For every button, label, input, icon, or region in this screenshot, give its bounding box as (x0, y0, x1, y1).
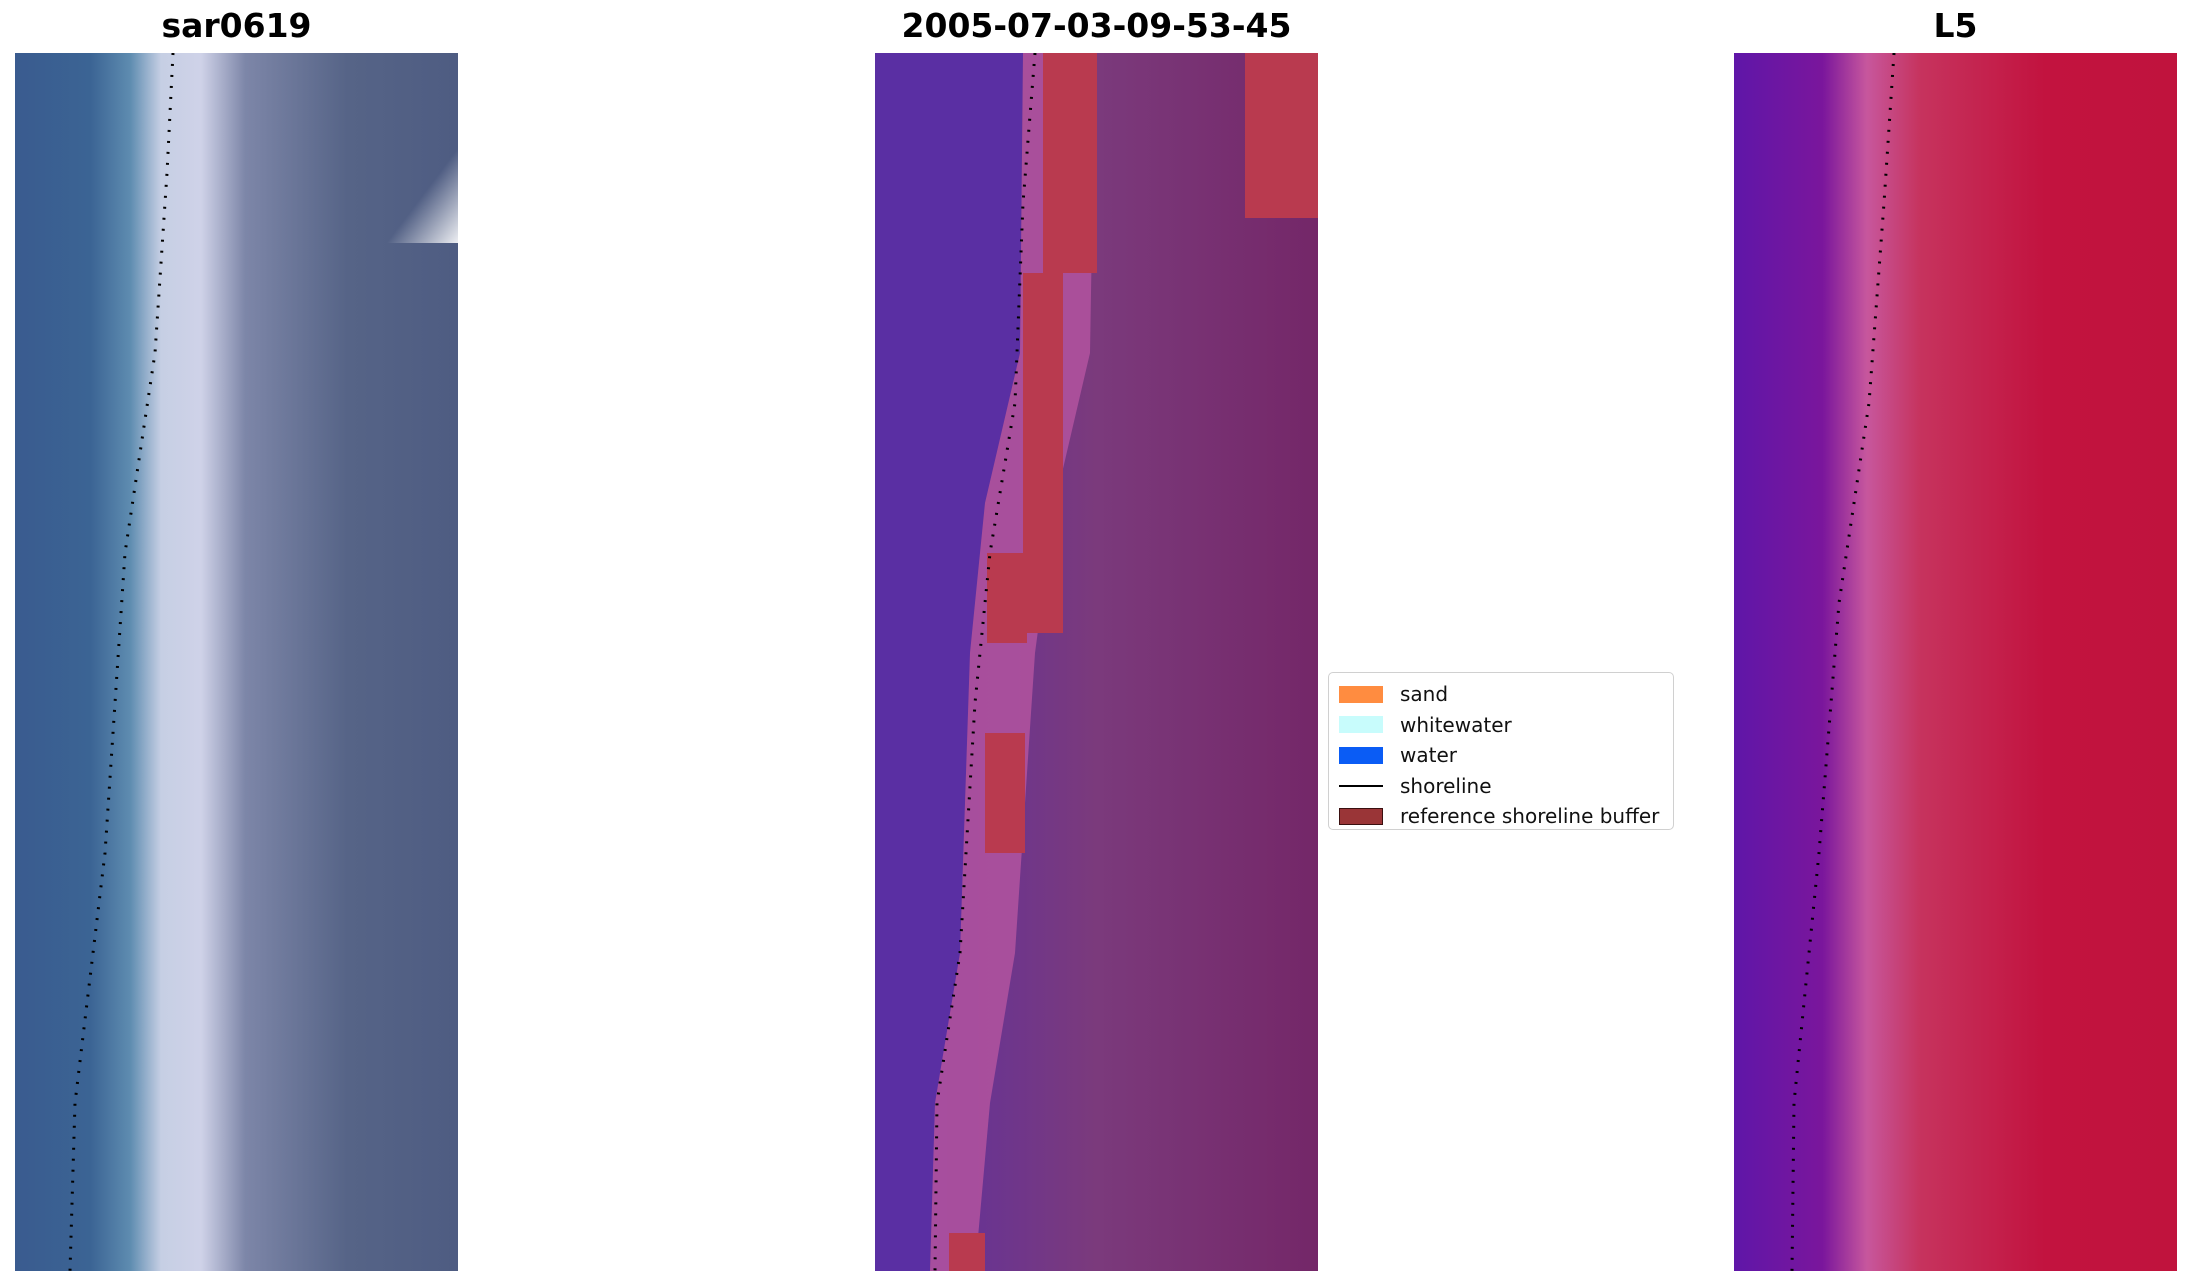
legend-item-shoreline: shoreline (1339, 771, 1663, 802)
panel-title-left: sar0619 (161, 6, 312, 45)
panel-title-middle: 2005-07-03-09-53-45 (901, 6, 1292, 45)
legend-item-sand: sand (1339, 679, 1663, 710)
shoreline-line-swatch (1339, 784, 1383, 787)
legend-label: water (1400, 743, 1457, 768)
sand-swatch (1339, 685, 1383, 703)
classified-image (875, 53, 1318, 1271)
index-image-panel (1734, 53, 2177, 1271)
legend-item-whitewater: whitewater (1339, 710, 1663, 741)
panel-title-right: L5 (1933, 6, 1978, 45)
classified-image-panel (875, 53, 1318, 1271)
legend-item-reference-buffer: reference shoreline buffer (1339, 801, 1663, 832)
reference-buffer-swatch (1339, 807, 1383, 825)
legend-label: sand (1400, 682, 1449, 707)
legend-label: reference shoreline buffer (1400, 804, 1660, 829)
legend-label: whitewater (1400, 712, 1512, 737)
water-swatch (1339, 746, 1383, 764)
rgb-image-panel (15, 53, 458, 1271)
legend-label: shoreline (1400, 773, 1492, 798)
whitewater-swatch (1339, 716, 1383, 734)
legend-item-water: water (1339, 740, 1663, 771)
legend: sand whitewater water shoreline referenc… (1328, 672, 1674, 830)
index-image (1734, 53, 2177, 1271)
rgb-image (15, 53, 458, 1271)
